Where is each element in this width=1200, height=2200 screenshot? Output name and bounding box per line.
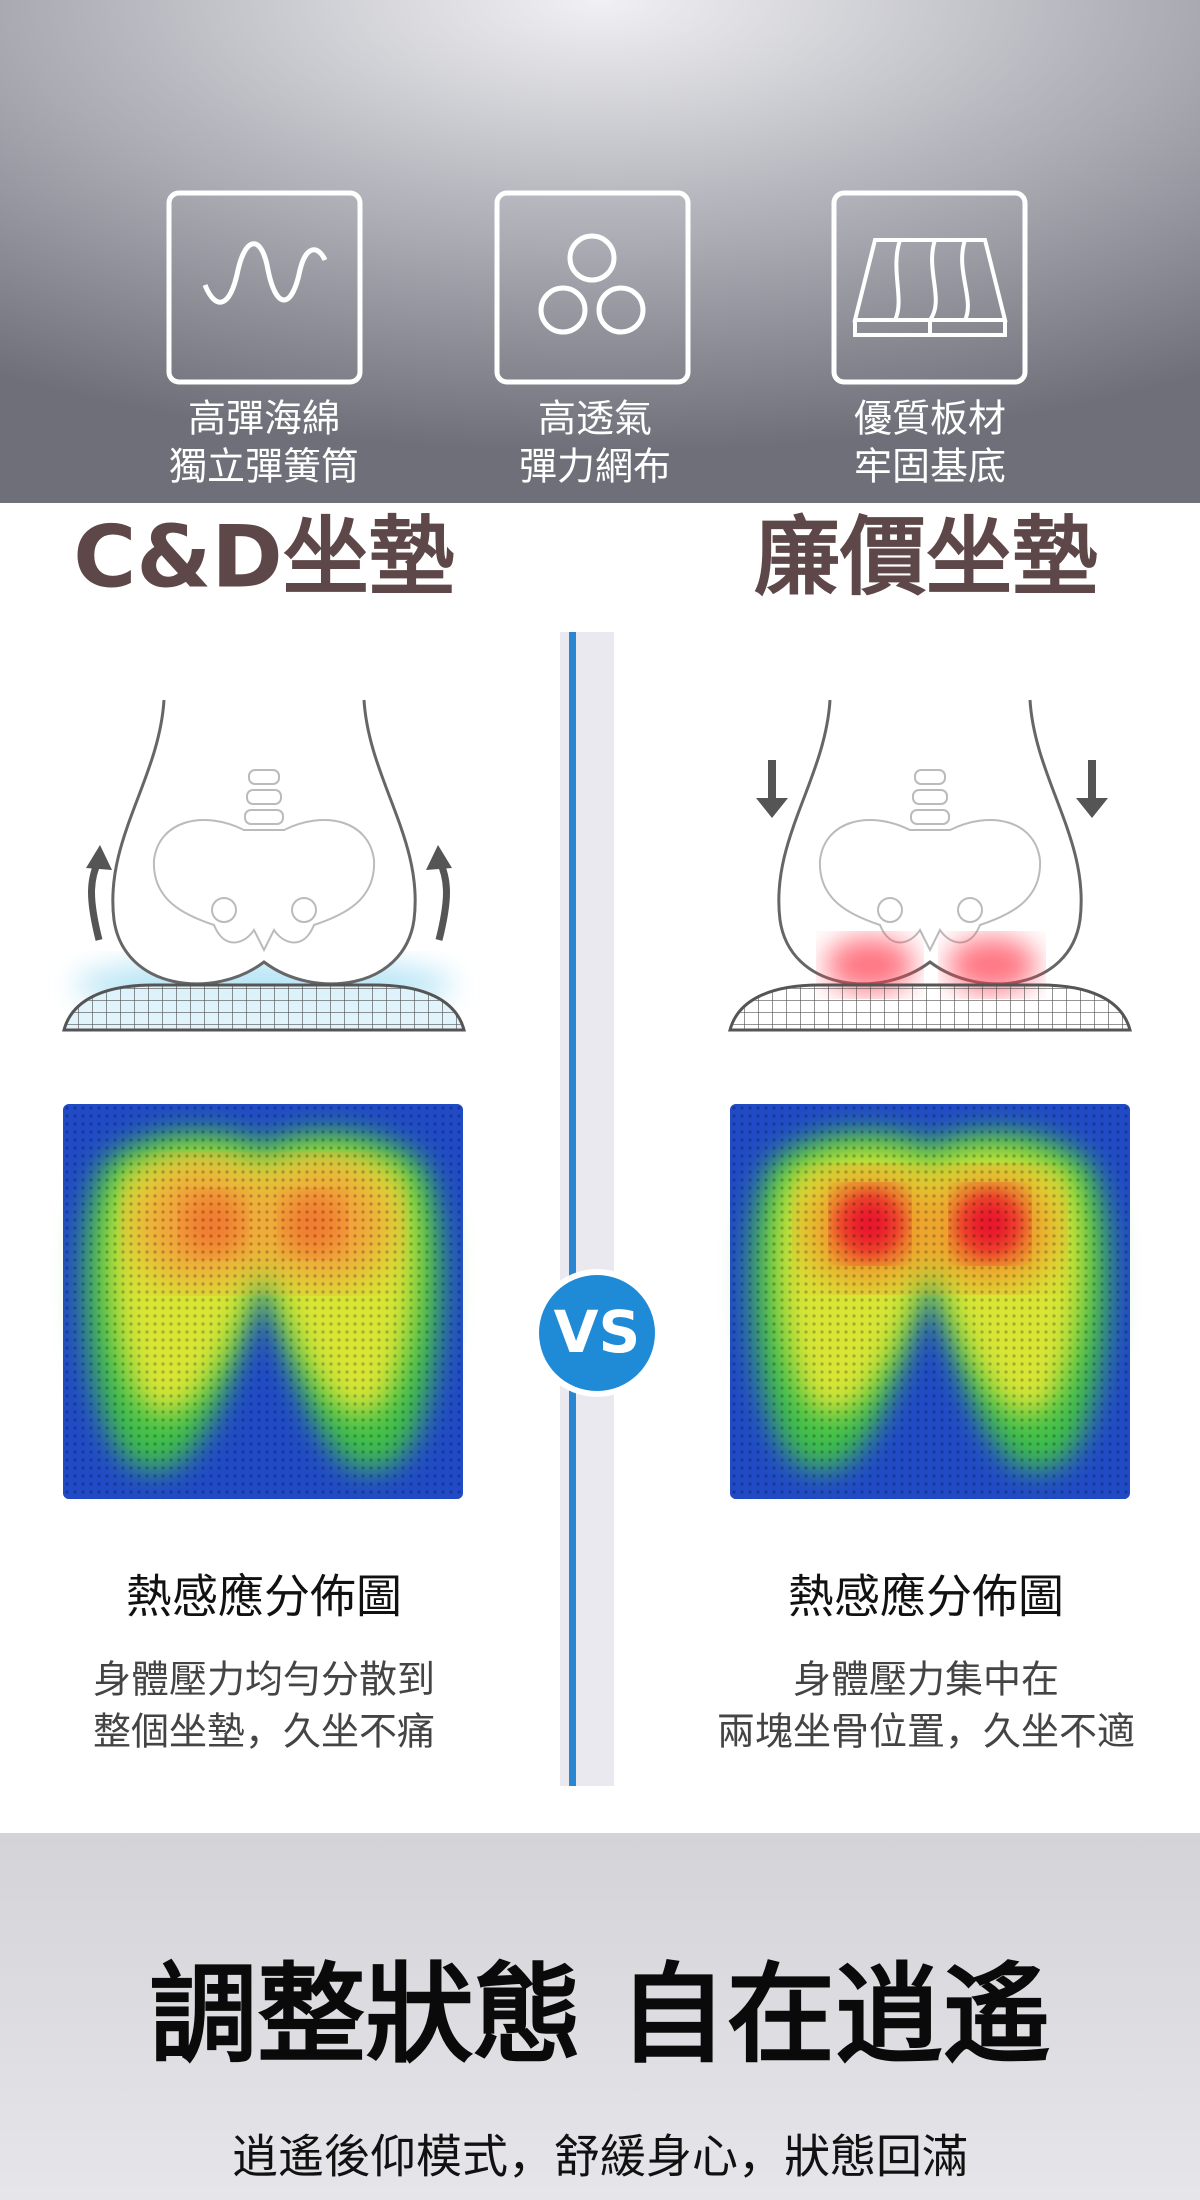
divider-band: [560, 632, 614, 1786]
footer-subtitle: 逍遙後仰模式，舒緩身心，狀態回滿: [232, 2130, 968, 2184]
footer-band: [0, 1833, 1200, 2200]
descriptions: 身體壓力均勻分散到 整個坐墊，久坐不痛 身體壓力集中在 兩塊坐骨位置，久坐不適: [93, 1658, 1135, 1754]
right-heatmap: [730, 1104, 1130, 1499]
feature-label: 高彈海綿: [188, 397, 340, 441]
right-description: 身體壓力集中在: [793, 1658, 1059, 1702]
feature-label: 優質板材: [854, 397, 1006, 441]
left-pelvis-illustration: [62, 698, 466, 1032]
left-heatmap: [63, 1104, 463, 1499]
divider-line: [569, 632, 576, 1786]
left-title: C&D坐墊: [73, 507, 455, 607]
right-caption: 熱感應分佈圖: [788, 1570, 1064, 1624]
vs-label: VS: [554, 1298, 641, 1366]
feature-label: 牢固基底: [854, 445, 1006, 489]
feature-labels: 高彈海綿 獨立彈簧筒 高透氣 彈力網布 優質板材 牢固基底: [169, 397, 1006, 489]
vs-badge: [539, 1275, 655, 1391]
right-description: 兩塊坐骨位置，久坐不適: [717, 1710, 1135, 1754]
feature-label: 高透氣: [538, 397, 652, 441]
feature-label: 彈力網布: [519, 445, 671, 489]
right-title: 廉價坐墊: [754, 507, 1098, 607]
right-pelvis-illustration: [728, 698, 1132, 1032]
feature-icons: [166, 190, 1028, 385]
top-band: [0, 0, 1200, 503]
icon-frame: [166, 190, 363, 385]
board-icon: [852, 238, 1008, 337]
feature-label: 獨立彈簧筒: [169, 445, 359, 489]
spring-icon: [202, 241, 328, 305]
left-description: 身體壓力均勻分散到: [93, 1658, 435, 1702]
icon-frame: [831, 190, 1028, 385]
footer-title: 調整狀態 自在逍遙: [149, 1953, 1051, 2078]
icon-frame: [494, 190, 691, 385]
mesh-icon: [538, 233, 646, 335]
left-caption: 熱感應分佈圖: [126, 1570, 402, 1624]
left-description: 整個坐墊，久坐不痛: [93, 1710, 435, 1754]
